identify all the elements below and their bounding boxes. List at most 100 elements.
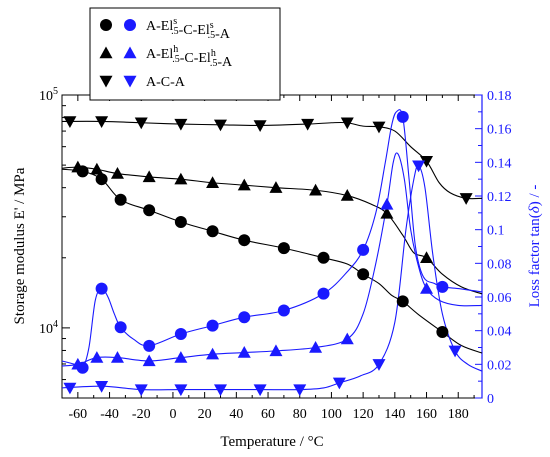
y-right-tick-label: 0.08 [487, 257, 512, 272]
data-point-left-circle [436, 326, 449, 339]
data-point-left-triangle-up [90, 162, 104, 175]
y-axis-left-label: Storage modulus E' / MPa [12, 167, 28, 324]
data-point-right-triangle-up [380, 197, 394, 210]
data-point-right-triangle-up [269, 344, 283, 357]
legend-box [89, 7, 281, 101]
y-right-tick-label: 0.06 [487, 291, 512, 306]
legend-marker-black-triangle-down [99, 75, 113, 88]
legend-label: A-Elh .5-C-Elh .5-A [146, 44, 233, 70]
legend-marker-blue-circle [124, 19, 136, 31]
data-point-left-circle [396, 295, 409, 308]
legend-label: A-Els .5-C-Els .5-A [146, 16, 231, 42]
x-tick-label: 80 [293, 407, 307, 422]
x-tick-label: -20 [132, 407, 151, 422]
x-tick-label: -40 [100, 407, 119, 422]
data-point-left-circle [143, 204, 156, 217]
x-tick-label: 60 [261, 407, 275, 422]
x-tick-label: 180 [448, 407, 469, 422]
x-tick-label: 20 [198, 407, 212, 422]
data-point-left-triangle-up [142, 170, 156, 183]
y-right-tick-label: 0.12 [487, 190, 512, 205]
x-tick-label: 100 [321, 407, 342, 422]
data-point-left-triangle-up [206, 176, 220, 188]
data-point-left-triangle-down [459, 193, 473, 205]
data-point-right-triangle-up [206, 347, 220, 360]
data-point-right-triangle-down [293, 384, 307, 397]
y-right-tick-label: 0.18 [487, 89, 512, 104]
y-right-tick-label: 0 [487, 392, 494, 407]
x-tick-label: 160 [416, 407, 437, 422]
data-point-left-triangle-up [110, 167, 124, 179]
y-right-tick-label: 0.16 [487, 123, 512, 138]
y-right-tick-label: 0.04 [487, 325, 512, 340]
data-point-right-triangle-down [332, 377, 346, 390]
data-point-left-triangle-down [340, 117, 354, 130]
data-point-right-triangle-up [142, 354, 156, 367]
data-point-left-triangle-up [309, 183, 323, 196]
y-axis-right-label: Loss factor tan(δ) / - [527, 185, 543, 308]
data-point-left-triangle-up [340, 189, 354, 201]
data-point-right-triangle-down [448, 345, 462, 358]
data-point-right-triangle-up [90, 351, 104, 363]
series-line-left-triangle-up [61, 166, 483, 295]
y-left-tick-label: 104 [39, 319, 58, 337]
data-point-left-circle [238, 234, 251, 247]
data-point-left-triangle-down [95, 116, 109, 128]
data-point-right-circle [143, 339, 156, 352]
data-point-left-triangle-up [380, 206, 394, 219]
data-point-right-triangle-up [309, 341, 323, 353]
legend-marker-blue-triangle-down [123, 75, 137, 88]
data-point-right-triangle-up [340, 332, 354, 345]
legend-marker-black-triangle-up [99, 46, 113, 59]
legend-marker-blue-triangle-up [123, 46, 137, 59]
data-point-right-triangle-down [253, 384, 267, 397]
data-point-left-triangle-up [237, 178, 251, 191]
x-tick-label: 0 [169, 407, 176, 422]
data-point-left-circle [317, 251, 330, 264]
data-point-left-triangle-down [174, 118, 188, 131]
data-point-left-triangle-up [269, 181, 283, 193]
data-point-right-triangle-down [213, 384, 227, 397]
data-point-right-circle [357, 243, 370, 256]
data-point-left-circle [174, 215, 187, 228]
data-point-left-triangle-up [174, 172, 188, 185]
data-point-left-circle [95, 173, 108, 186]
data-point-right-triangle-down [95, 381, 109, 393]
data-point-right-triangle-up [420, 282, 434, 294]
x-tick-label: -60 [69, 407, 88, 422]
data-point-right-triangle-up [174, 351, 188, 363]
data-point-left-triangle-up [71, 160, 85, 173]
y-right-tick-label: 0.02 [487, 358, 512, 373]
x-tick-label: 140 [384, 407, 405, 422]
data-point-right-circle [114, 321, 127, 334]
x-axis-label: Temperature / °C [220, 434, 323, 450]
data-point-right-circle [238, 311, 251, 324]
x-tick-label: 120 [353, 407, 374, 422]
data-point-right-triangle-down [63, 382, 77, 395]
data-point-left-circle [114, 193, 127, 206]
data-point-right-circle [206, 319, 219, 332]
legend-label: A-C-A [146, 75, 186, 90]
data-point-right-triangle-down [372, 359, 386, 371]
data-point-left-triangle-down [213, 119, 227, 132]
data-point-left-triangle-down [134, 117, 148, 130]
data-point-right-circle [396, 110, 409, 123]
data-point-right-circle [95, 282, 108, 295]
data-point-right-circle [174, 328, 187, 341]
y-right-tick-label: 0.14 [487, 156, 512, 171]
data-point-left-triangle-down [253, 120, 267, 132]
y-left-tick-label: 105 [39, 86, 58, 104]
data-point-left-circle [277, 242, 290, 255]
data-point-left-triangle-down [372, 121, 386, 134]
legend: A-Els .5-C-Els .5-AA-Elh .5-C-Elh .5-A A-C-A [89, 7, 281, 101]
series-line-right-triangle-up [61, 152, 483, 367]
data-point-left-triangle-down [301, 118, 315, 131]
data-point-left-circle [206, 225, 219, 238]
data-point-right-circle [277, 304, 290, 317]
data-point-left-triangle-up [420, 251, 434, 263]
data-point-right-circle [436, 280, 449, 293]
x-tick-label: 40 [229, 407, 243, 422]
data-point-right-triangle-up [110, 351, 124, 363]
legend-marker-black-circle [100, 19, 112, 31]
